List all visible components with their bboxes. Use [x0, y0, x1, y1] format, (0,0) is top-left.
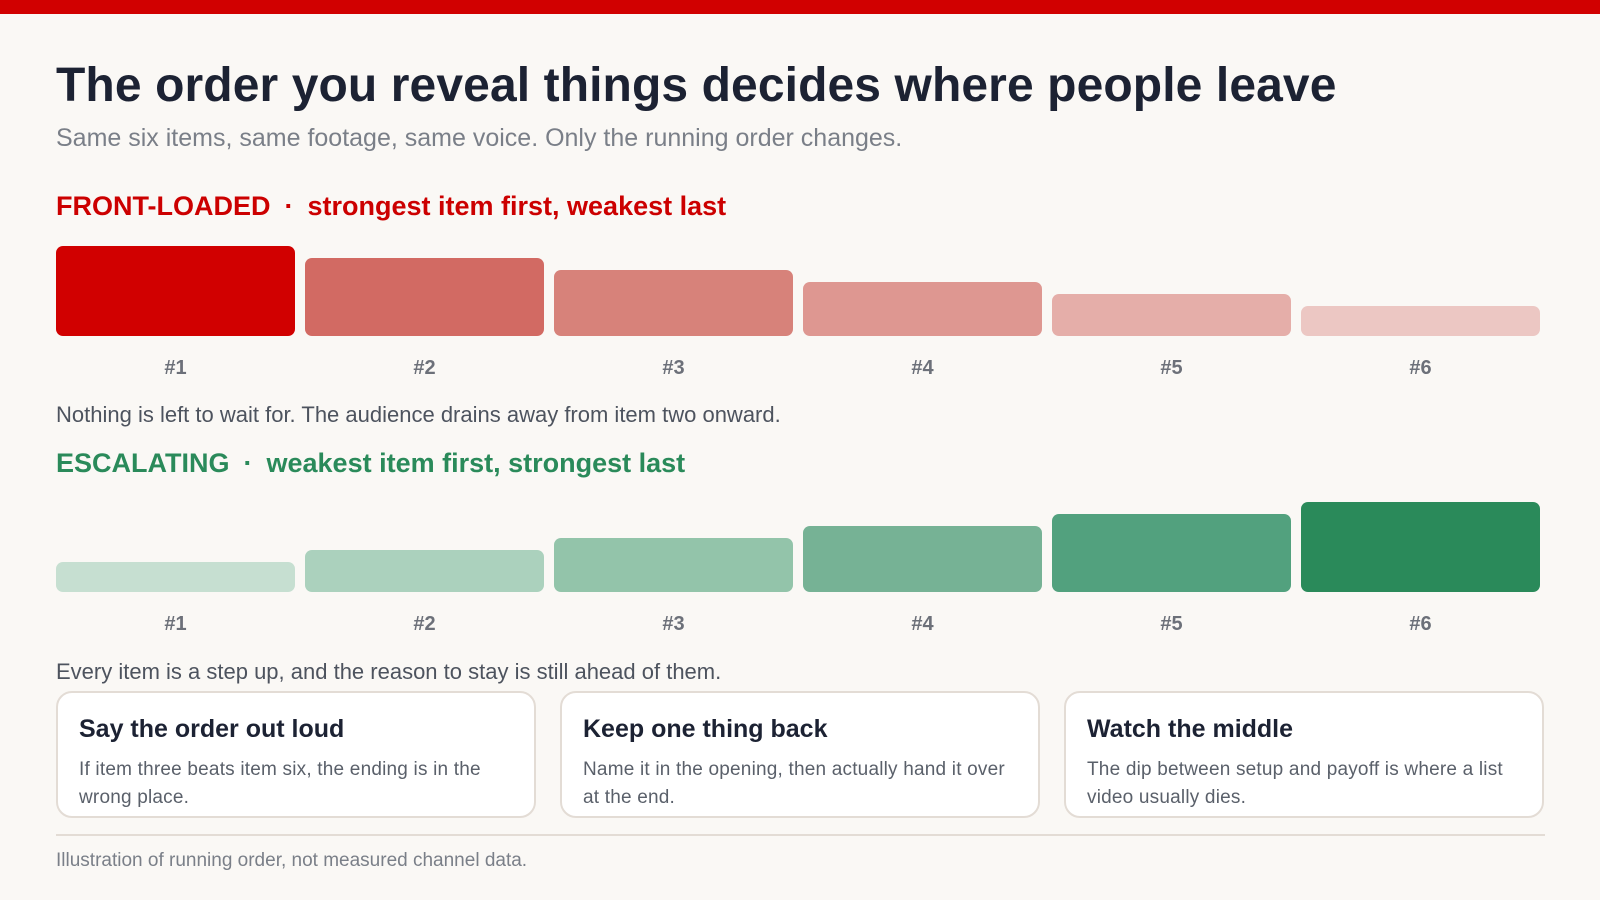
front-loaded-caption: Nothing is left to wait for. The audienc… [56, 402, 781, 427]
page-subtitle: Same six items, same footage, same voice… [56, 124, 903, 152]
tip-card-title: Watch the middle [1087, 715, 1294, 743]
escalating-description: weakest item first, strongest last [266, 448, 686, 478]
top-accent-strip [0, 0, 1600, 14]
escalating-tick-label-6: #6 [1409, 613, 1431, 635]
front-loaded-bar-4 [803, 282, 1042, 336]
front-loaded-bar-1 [56, 246, 295, 336]
front-loaded-tick-label-6: #6 [1409, 357, 1431, 379]
escalating-heading: ESCALATING · weakest item first, strongest… [56, 448, 685, 479]
escalating-bar-6 [1301, 502, 1540, 592]
front-loaded-tick-label-2: #2 [413, 357, 435, 379]
front-loaded-bar-chart: #1 #2 #3 #4 #5 #6 [56, 246, 1540, 379]
escalating-bar-3 [554, 538, 793, 592]
footer-divider [56, 834, 1545, 836]
escalating-tick-label-1: #1 [164, 613, 186, 635]
heading-separator: · [243, 448, 253, 478]
escalating-bar-chart: #1 #2 #3 #4 #5 #6 [56, 502, 1540, 635]
front-loaded-tick-label-3: #3 [662, 357, 684, 379]
tip-card-body: Name it in the opening, then actually ha… [583, 759, 1005, 808]
escalating-bar-1 [56, 562, 295, 592]
front-loaded-bar-2 [305, 258, 544, 336]
escalating-tick-label-4: #4 [911, 613, 934, 635]
escalating-caption: Every item is a step up, and the reason … [56, 659, 722, 684]
escalating-bar-4 [803, 526, 1042, 592]
escalating-tick-label-5: #5 [1160, 613, 1182, 635]
tip-card-body: If item three beats item six, the ending… [79, 759, 481, 808]
tip-card: Say the order out loud If item three bea… [56, 691, 536, 818]
escalating-bar-5 [1052, 514, 1291, 592]
front-loaded-tick-label-4: #4 [911, 357, 934, 379]
tip-card-title: Keep one thing back [583, 715, 828, 743]
front-loaded-tick-label-5: #5 [1160, 357, 1182, 379]
front-loaded-description: strongest item first, weakest last [307, 191, 727, 221]
front-loaded-bar-5 [1052, 294, 1291, 336]
footnote: Illustration of running order, not measu… [56, 850, 528, 871]
tip-card-title: Say the order out loud [79, 715, 345, 743]
tip-card-body: The dip between setup and payoff is wher… [1087, 759, 1503, 808]
heading-separator: · [284, 191, 294, 221]
tip-card: Watch the middle The dip between setup a… [1064, 691, 1544, 818]
escalating-label: ESCALATING [56, 448, 230, 478]
front-loaded-bar-3 [554, 270, 793, 336]
escalating-tick-label-3: #3 [662, 613, 684, 635]
front-loaded-bar-6 [1301, 306, 1540, 336]
escalating-bar-2 [305, 550, 544, 592]
escalating-tick-label-2: #2 [413, 613, 435, 635]
front-loaded-heading: FRONT-LOADED · strongest item first, weake… [56, 191, 726, 222]
front-loaded-label: FRONT-LOADED [56, 191, 271, 221]
page-title: The order you reveal things decides wher… [56, 59, 1337, 112]
front-loaded-tick-label-1: #1 [164, 357, 186, 379]
tip-card: Keep one thing back Name it in the openi… [560, 691, 1040, 818]
